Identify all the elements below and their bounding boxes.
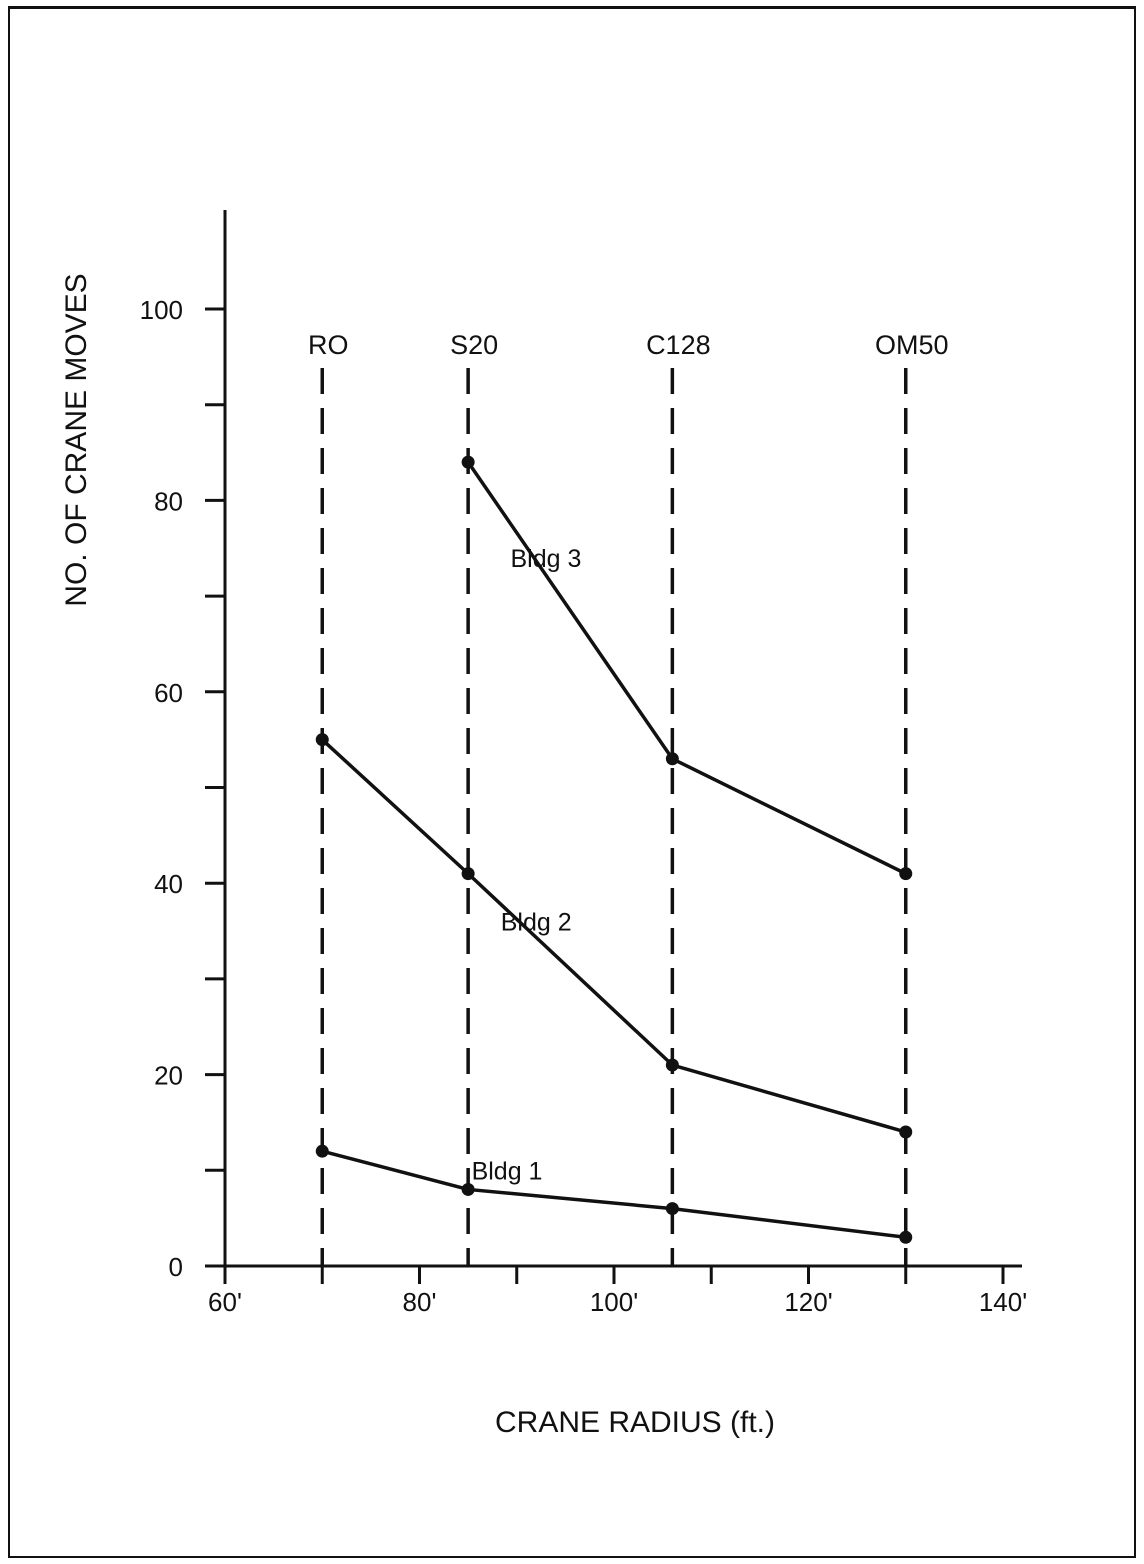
data-point-bldg-2 [461, 867, 475, 881]
series-line-bldg-3 [466, 461, 907, 876]
data-point-bldg-3 [899, 867, 913, 881]
x-tick-label: 100' [590, 1287, 638, 1317]
x-axis-title: CRANE RADIUS (ft.) [495, 1406, 775, 1439]
crane-label-s20: S20 [450, 330, 498, 360]
crane-label-ro: RO [308, 330, 349, 360]
series-label-bldg-2: Bldg 2 [501, 908, 572, 936]
series-line-bldg-2 [321, 738, 907, 1134]
y-axis-title: NO. OF CRANE MOVES [60, 273, 93, 606]
crane-label-c128: C128 [646, 330, 711, 360]
y-tick-label: 20 [154, 1061, 183, 1091]
crane-label-om50: OM50 [875, 330, 949, 360]
data-point-bldg-1 [461, 1182, 475, 1196]
data-point-bldg-2 [315, 733, 329, 747]
data-point-bldg-1 [665, 1202, 679, 1216]
y-tick-label: 40 [154, 869, 183, 899]
x-tick-label: 120' [784, 1287, 832, 1317]
y-tick-label: 60 [154, 678, 183, 708]
y-tick-label: 80 [154, 486, 183, 516]
y-tick-label: 100 [140, 295, 183, 325]
series-label-bldg-1: Bldg 1 [472, 1157, 543, 1185]
data-point-bldg-3 [665, 752, 679, 766]
series-line-bldg-1 [321, 1149, 906, 1240]
figure-frame [8, 6, 1136, 1558]
x-tick-label: 60' [208, 1287, 242, 1317]
data-point-bldg-2 [899, 1125, 913, 1139]
data-point-bldg-1 [899, 1230, 913, 1244]
data-point-bldg-1 [315, 1144, 329, 1158]
x-tick-label: 80' [403, 1287, 437, 1317]
y-tick-label: 0 [169, 1252, 183, 1282]
series-label-bldg-3: Bldg 3 [510, 545, 581, 573]
data-point-bldg-3 [461, 455, 475, 469]
data-point-bldg-2 [665, 1058, 679, 1072]
x-tick-label: 140' [979, 1287, 1027, 1317]
